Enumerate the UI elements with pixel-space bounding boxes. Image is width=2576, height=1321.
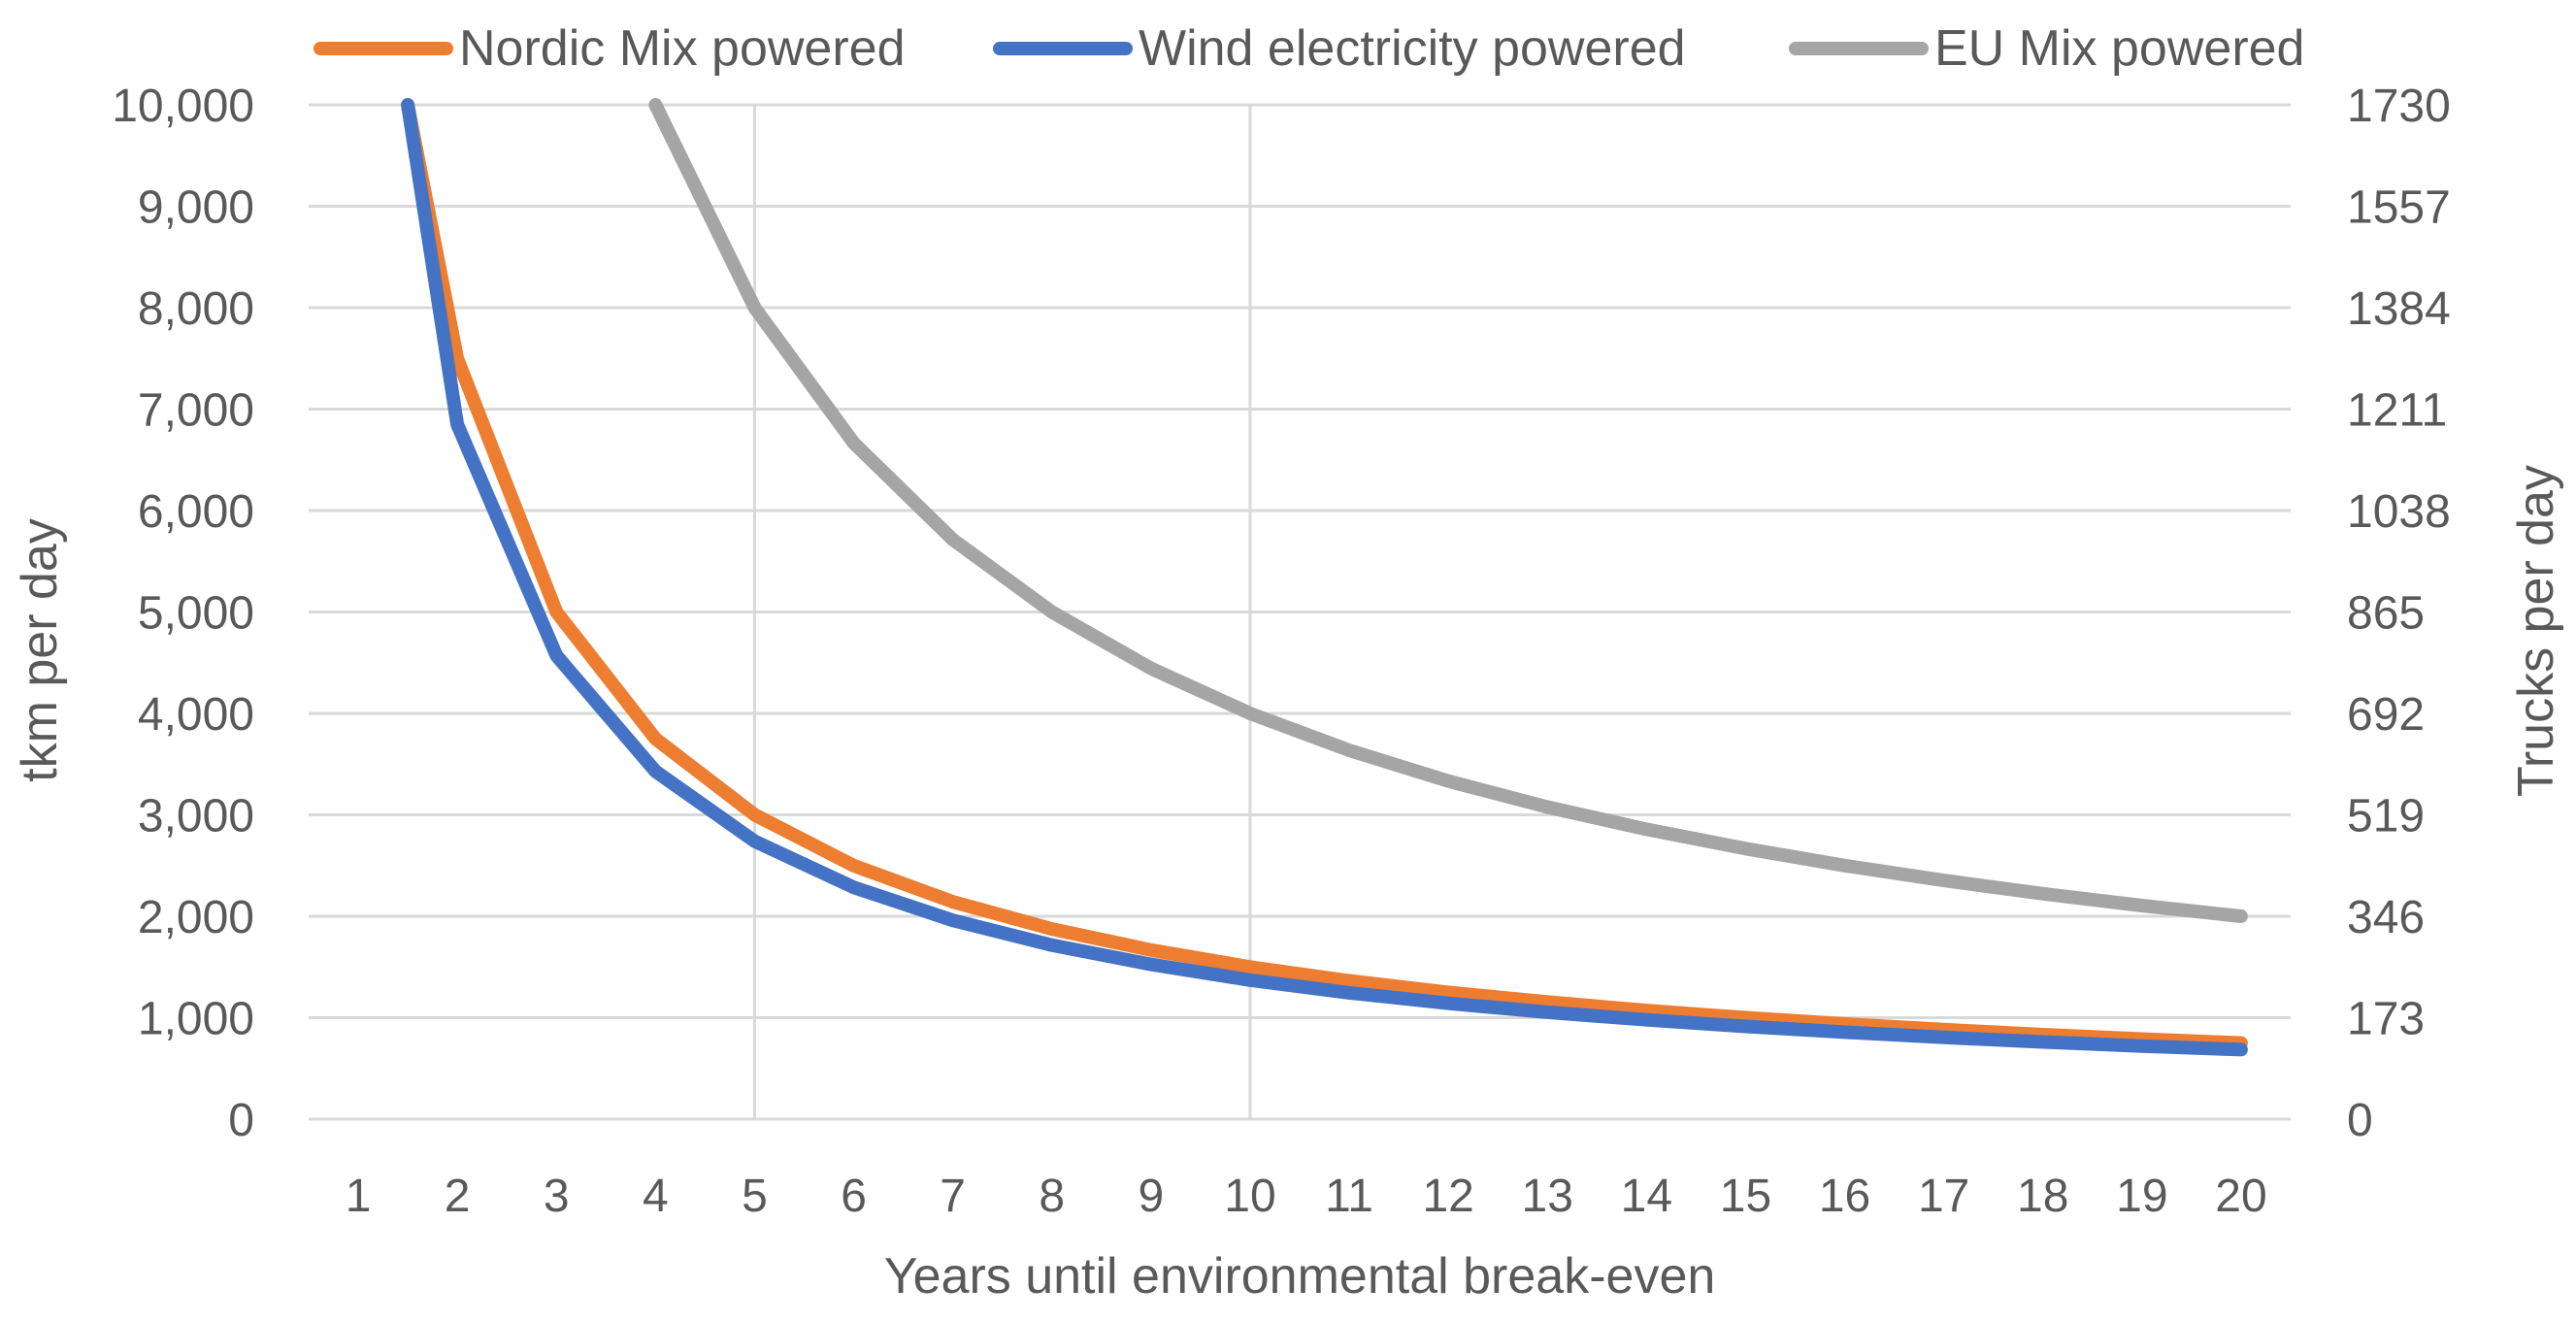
x-tick-label: 8 xyxy=(1039,1171,1065,1222)
y-tick-label: 1,000 xyxy=(138,994,254,1045)
legend-label: Wind electricity powered xyxy=(1139,20,1686,77)
x-tick-label: 1 xyxy=(346,1171,372,1222)
x-axis-title: Years until environmental break-even xyxy=(884,1248,1716,1304)
x-tick-label: 17 xyxy=(1918,1171,1969,1222)
y2-tick-label: 1384 xyxy=(2347,283,2451,335)
y2-axis-ticks: 0 173 346 519 692 865 1038 1211 1384 1557 1730 xyxy=(2347,81,2451,1146)
x-tick-label: 12 xyxy=(1422,1171,1473,1222)
y-tick-label: 3,000 xyxy=(138,791,254,842)
y-tick-label: 0 xyxy=(228,1095,254,1146)
y-axis-title: tkm per day xyxy=(12,518,68,782)
x-tick-label: 6 xyxy=(841,1171,867,1222)
y2-tick-label: 1038 xyxy=(2347,486,2451,538)
x-tick-label: 4 xyxy=(643,1171,669,1222)
legend-label: EU Mix powered xyxy=(1934,20,2304,77)
x-tick-label: 11 xyxy=(1325,1171,1373,1222)
y2-tick-label: 346 xyxy=(2347,892,2425,943)
legend-label: Nordic Mix powered xyxy=(459,20,906,77)
y2-axis-title: Trucks per day xyxy=(2508,465,2564,797)
x-tick-label: 16 xyxy=(1819,1171,1870,1222)
y2-tick-label: 1557 xyxy=(2347,182,2451,234)
y-tick-label: 6,000 xyxy=(138,486,254,538)
x-axis-ticks: 1 2 3 4 5 6 7 8 9 10 11 12 13 14 15 16 17 18 19 20 xyxy=(346,1171,2267,1222)
x-tick-label: 20 xyxy=(2215,1171,2266,1222)
x-tick-label: 13 xyxy=(1522,1171,1573,1222)
y2-tick-label: 0 xyxy=(2347,1095,2373,1146)
x-tick-label: 10 xyxy=(1224,1171,1275,1222)
y2-tick-label: 1211 xyxy=(2347,385,2447,437)
axes: 0 1,000 2,000 3,000 4,000 5,000 6,000 7,000 8,00… xyxy=(12,81,2564,1304)
y-tick-label: 7,000 xyxy=(138,385,254,437)
gridlines xyxy=(309,103,2291,1121)
y-tick-label: 10,000 xyxy=(112,81,254,132)
series-line-eu-mix-powered xyxy=(648,98,2248,923)
y-tick-label: 9,000 xyxy=(138,182,254,234)
y-tick-label: 8,000 xyxy=(138,283,254,335)
series-lines xyxy=(401,98,2248,1057)
y2-tick-label: 865 xyxy=(2347,588,2425,640)
y2-tick-label: 692 xyxy=(2347,689,2425,741)
x-tick-label: 9 xyxy=(1138,1171,1164,1222)
y-tick-label: 5,000 xyxy=(138,588,254,640)
series-line-nordic-mix-powered xyxy=(401,98,2248,1050)
x-tick-label: 3 xyxy=(544,1171,570,1222)
x-tick-label: 15 xyxy=(1720,1171,1771,1222)
y2-tick-label: 173 xyxy=(2347,994,2425,1045)
x-tick-label: 7 xyxy=(940,1171,966,1222)
x-tick-label: 5 xyxy=(742,1171,768,1222)
y2-tick-label: 1730 xyxy=(2347,81,2451,132)
y-tick-label: 4,000 xyxy=(138,689,254,741)
x-tick-label: 19 xyxy=(2116,1171,2167,1222)
y-tick-label: 2,000 xyxy=(138,892,254,943)
series-line-wind-electricity-powered xyxy=(401,98,2248,1057)
x-tick-label: 14 xyxy=(1621,1171,1672,1222)
x-tick-label: 2 xyxy=(445,1171,471,1222)
legend: Nordic Mix powered Wind electricity power… xyxy=(314,20,2304,77)
x-tick-label: 18 xyxy=(2017,1171,2068,1222)
y2-tick-label: 519 xyxy=(2347,791,2425,842)
y-axis-ticks: 0 1,000 2,000 3,000 4,000 5,000 6,000 7,000 8,00… xyxy=(112,81,254,1146)
